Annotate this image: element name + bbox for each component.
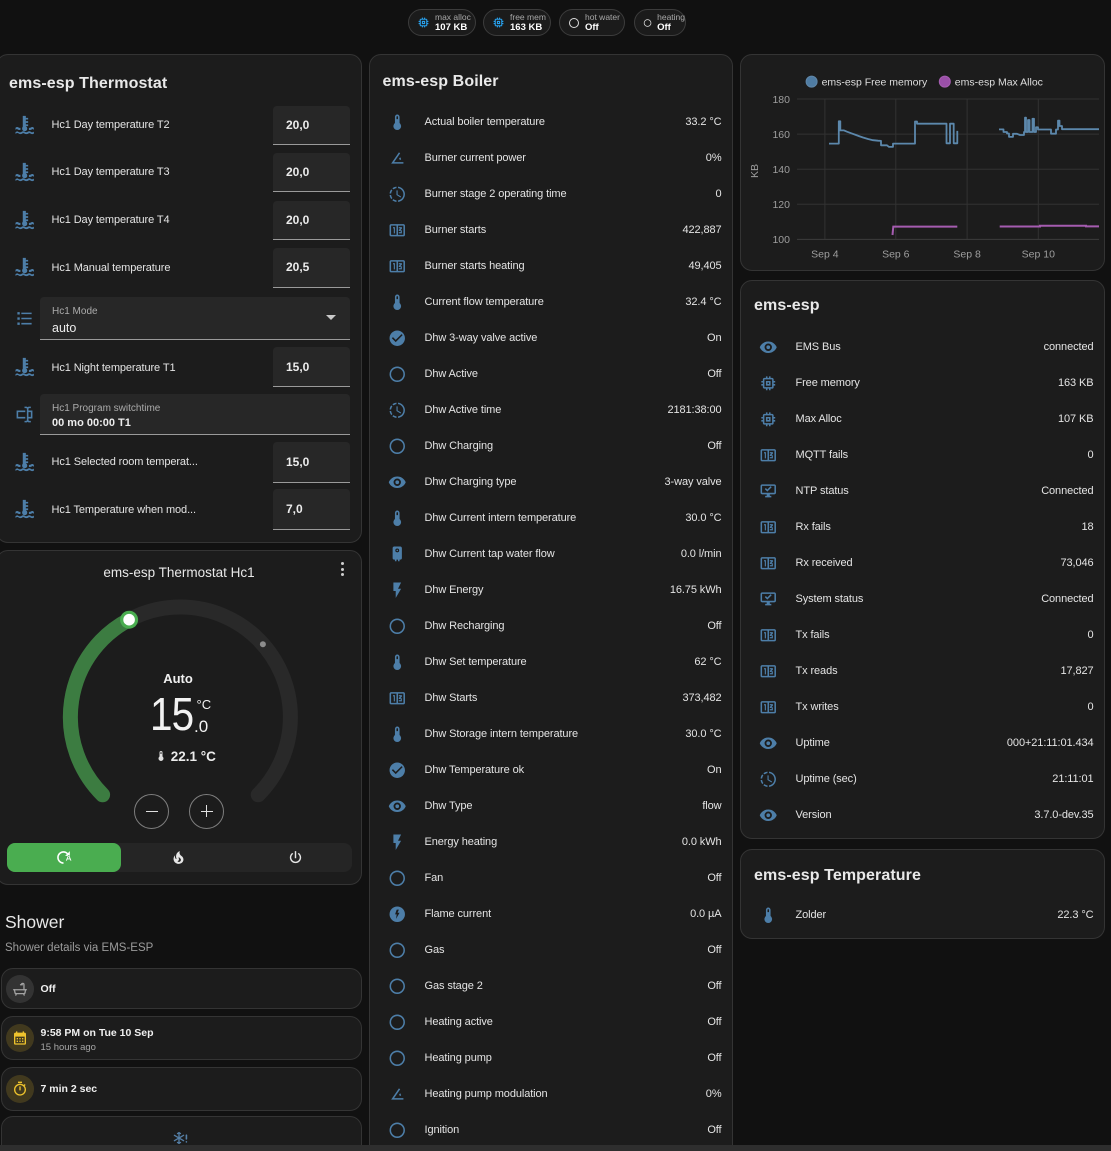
svg-text:KB: KB xyxy=(749,164,761,178)
svg-text:Sep 8: Sep 8 xyxy=(953,249,981,261)
svg-text:140: 140 xyxy=(772,164,790,176)
svg-text:ems-esp Free memory: ems-esp Free memory xyxy=(822,77,928,89)
svg-text:ems-esp Max Alloc: ems-esp Max Alloc xyxy=(955,77,1043,89)
svg-text:Sep 4: Sep 4 xyxy=(811,249,839,261)
svg-text:180: 180 xyxy=(772,94,790,106)
svg-text:120: 120 xyxy=(772,199,790,211)
svg-text:100: 100 xyxy=(772,234,790,246)
svg-text:Sep 6: Sep 6 xyxy=(882,249,910,261)
svg-text:160: 160 xyxy=(772,129,790,141)
svg-text:Sep 10: Sep 10 xyxy=(1022,249,1055,261)
